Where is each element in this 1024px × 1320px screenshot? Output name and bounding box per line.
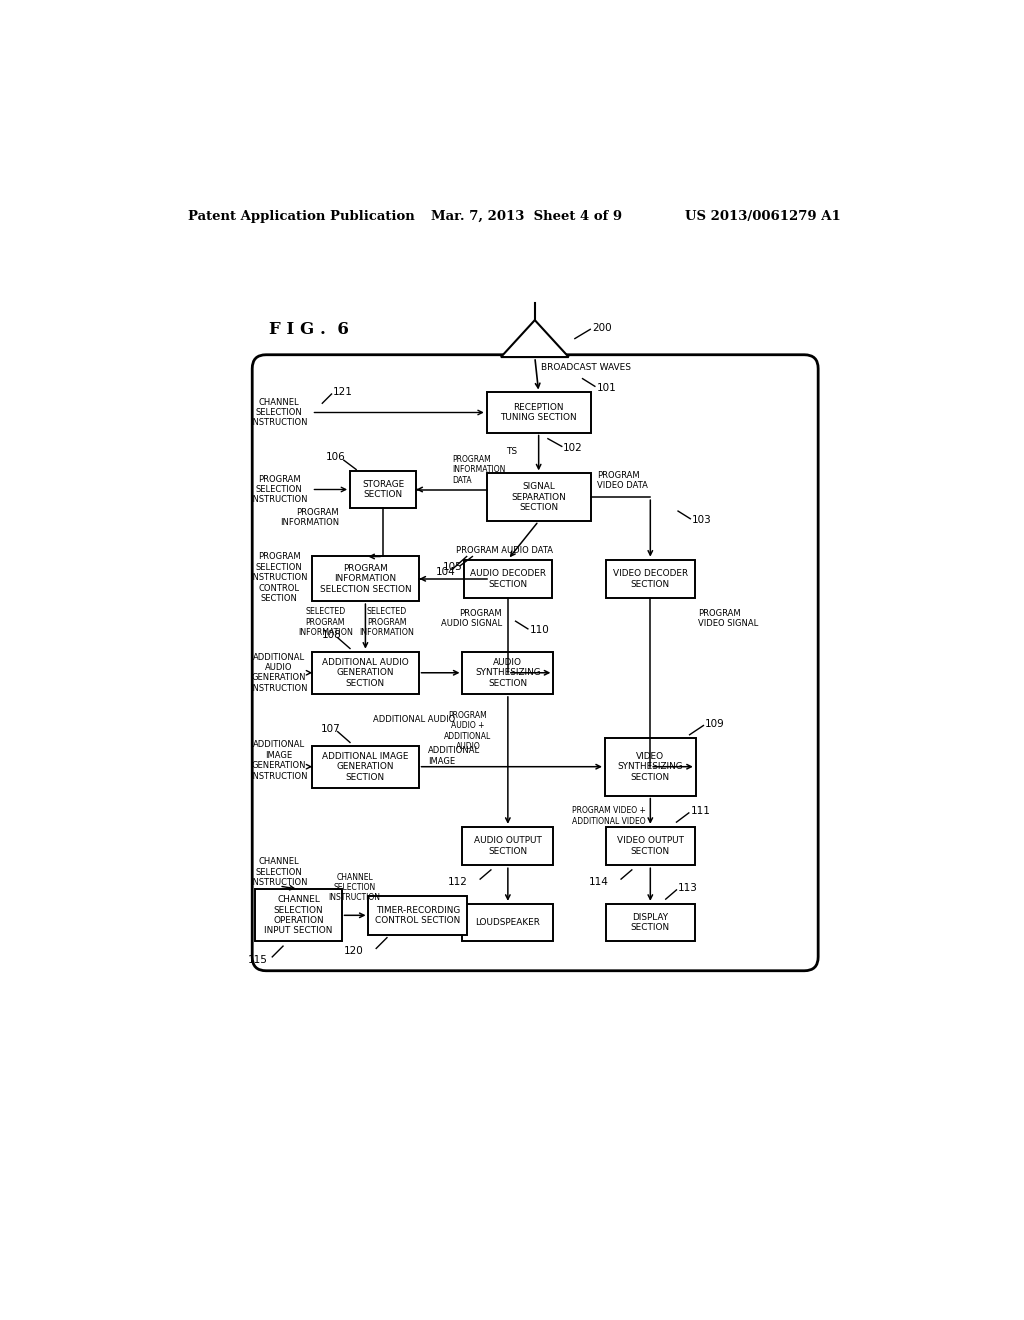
Text: PROGRAM
INFORMATION
SELECTION SECTION: PROGRAM INFORMATION SELECTION SECTION	[319, 564, 412, 594]
Text: 106: 106	[326, 453, 345, 462]
Bar	[606, 560, 694, 598]
Bar	[606, 904, 694, 941]
Text: 108: 108	[323, 630, 342, 640]
Text: 110: 110	[529, 626, 549, 635]
Text: TIMER-RECORDING
CONTROL SECTION: TIMER-RECORDING CONTROL SECTION	[375, 906, 461, 925]
Text: CHANNEL
SELECTION
OPERATION
INPUT SECTION: CHANNEL SELECTION OPERATION INPUT SECTIO…	[264, 895, 333, 936]
Text: CHANNEL
SELECTION
INSTRUCTION: CHANNEL SELECTION INSTRUCTION	[251, 857, 308, 887]
Text: 111: 111	[690, 807, 711, 816]
Text: RECEPTION
TUNING SECTION: RECEPTION TUNING SECTION	[501, 403, 577, 422]
Text: 120: 120	[344, 946, 364, 957]
Text: ADDITIONAL AUDIO
GENERATION
SECTION: ADDITIONAL AUDIO GENERATION SECTION	[322, 657, 409, 688]
Text: CONTROL
SECTION: CONTROL SECTION	[259, 583, 300, 603]
Text: 104: 104	[436, 566, 456, 577]
Bar	[486, 392, 591, 433]
Text: 121: 121	[333, 388, 353, 397]
Bar	[255, 890, 342, 941]
Text: PROGRAM
INFORMATION
DATA: PROGRAM INFORMATION DATA	[453, 455, 506, 484]
Text: AUDIO OUTPUT
SECTION: AUDIO OUTPUT SECTION	[474, 837, 542, 855]
Text: AUDIO DECODER
SECTION: AUDIO DECODER SECTION	[470, 569, 546, 589]
Text: 107: 107	[321, 723, 341, 734]
Text: PROGRAM
SELECTION
INSTRUCTION: PROGRAM SELECTION INSTRUCTION	[251, 475, 308, 504]
Text: PROGRAM VIDEO +
ADDITIONAL VIDEO: PROGRAM VIDEO + ADDITIONAL VIDEO	[571, 807, 646, 826]
Text: 102: 102	[563, 444, 583, 453]
Text: PROGRAM
INFORMATION: PROGRAM INFORMATION	[281, 507, 339, 527]
Text: ADDITIONAL
IMAGE: ADDITIONAL IMAGE	[428, 746, 480, 766]
Text: BROADCAST WAVES: BROADCAST WAVES	[541, 363, 631, 372]
Text: ADDITIONAL
IMAGE
GENERATION
INSTRUCTION: ADDITIONAL IMAGE GENERATION INSTRUCTION	[251, 741, 308, 780]
Text: 103: 103	[692, 515, 712, 525]
Text: TS: TS	[506, 446, 517, 455]
Text: CHANNEL
SELECTION
INSTRUCTION: CHANNEL SELECTION INSTRUCTION	[251, 397, 308, 428]
Text: 101: 101	[596, 383, 616, 393]
Text: PROGRAM
AUDIO +
ADDITIONAL
AUDIO: PROGRAM AUDIO + ADDITIONAL AUDIO	[444, 711, 492, 751]
Text: Patent Application Publication: Patent Application Publication	[188, 210, 415, 223]
Bar	[486, 474, 591, 521]
Text: 113: 113	[678, 883, 698, 894]
Text: LOUDSPEAKER: LOUDSPEAKER	[475, 917, 541, 927]
Bar	[464, 560, 552, 598]
Text: SELECTED
PROGRAM
INFORMATION: SELECTED PROGRAM INFORMATION	[298, 607, 353, 638]
Text: ADDITIONAL IMAGE
GENERATION
SECTION: ADDITIONAL IMAGE GENERATION SECTION	[323, 752, 409, 781]
FancyBboxPatch shape	[252, 355, 818, 970]
Text: 109: 109	[705, 719, 725, 729]
Text: 115: 115	[248, 954, 267, 965]
Text: PROGRAM
AUDIO SIGNAL: PROGRAM AUDIO SIGNAL	[440, 609, 502, 628]
Text: VIDEO OUTPUT
SECTION: VIDEO OUTPUT SECTION	[616, 837, 684, 855]
Bar	[369, 896, 467, 935]
Bar	[312, 746, 419, 788]
Text: F I G .  6: F I G . 6	[269, 321, 349, 338]
Text: VIDEO
SYNTHESIZING
SECTION: VIDEO SYNTHESIZING SECTION	[617, 752, 683, 781]
Bar	[605, 738, 695, 796]
Text: ADDITIONAL AUDIO: ADDITIONAL AUDIO	[373, 715, 456, 725]
Bar	[463, 826, 553, 866]
Text: PROGRAM
SELECTION
INSTRUCTION: PROGRAM SELECTION INSTRUCTION	[251, 552, 308, 582]
Bar	[463, 652, 553, 694]
Text: SIGNAL
SEPARATION
SECTION: SIGNAL SEPARATION SECTION	[511, 482, 566, 512]
Text: Mar. 7, 2013  Sheet 4 of 9: Mar. 7, 2013 Sheet 4 of 9	[431, 210, 622, 223]
Text: SELECTED
PROGRAM
INFORMATION: SELECTED PROGRAM INFORMATION	[359, 607, 415, 638]
Text: PROGRAM AUDIO DATA: PROGRAM AUDIO DATA	[457, 546, 553, 554]
Text: DISPLAY
SECTION: DISPLAY SECTION	[631, 912, 670, 932]
Text: US 2013/0061279 A1: US 2013/0061279 A1	[685, 210, 841, 223]
Text: 112: 112	[447, 878, 468, 887]
Bar	[463, 904, 553, 941]
Text: 200: 200	[592, 323, 611, 333]
Text: PROGRAM
VIDEO SIGNAL: PROGRAM VIDEO SIGNAL	[698, 609, 759, 628]
Text: PROGRAM
VIDEO DATA: PROGRAM VIDEO DATA	[597, 470, 647, 490]
Text: CHANNEL
SELECTION
INSTRUCTION: CHANNEL SELECTION INSTRUCTION	[329, 873, 381, 903]
Bar	[606, 826, 694, 866]
Text: VIDEO DECODER
SECTION: VIDEO DECODER SECTION	[612, 569, 688, 589]
Bar	[350, 471, 416, 508]
Polygon shape	[501, 321, 568, 358]
Text: 105: 105	[443, 562, 463, 573]
Text: 114: 114	[589, 878, 608, 887]
Bar	[311, 557, 419, 601]
Text: AUDIO
SYNTHESIZING
SECTION: AUDIO SYNTHESIZING SECTION	[475, 657, 541, 688]
Bar	[312, 652, 419, 694]
Text: STORAGE
SECTION: STORAGE SECTION	[362, 479, 404, 499]
Text: ADDITIONAL
AUDIO
GENERATION
INSTRUCTION: ADDITIONAL AUDIO GENERATION INSTRUCTION	[251, 652, 308, 693]
